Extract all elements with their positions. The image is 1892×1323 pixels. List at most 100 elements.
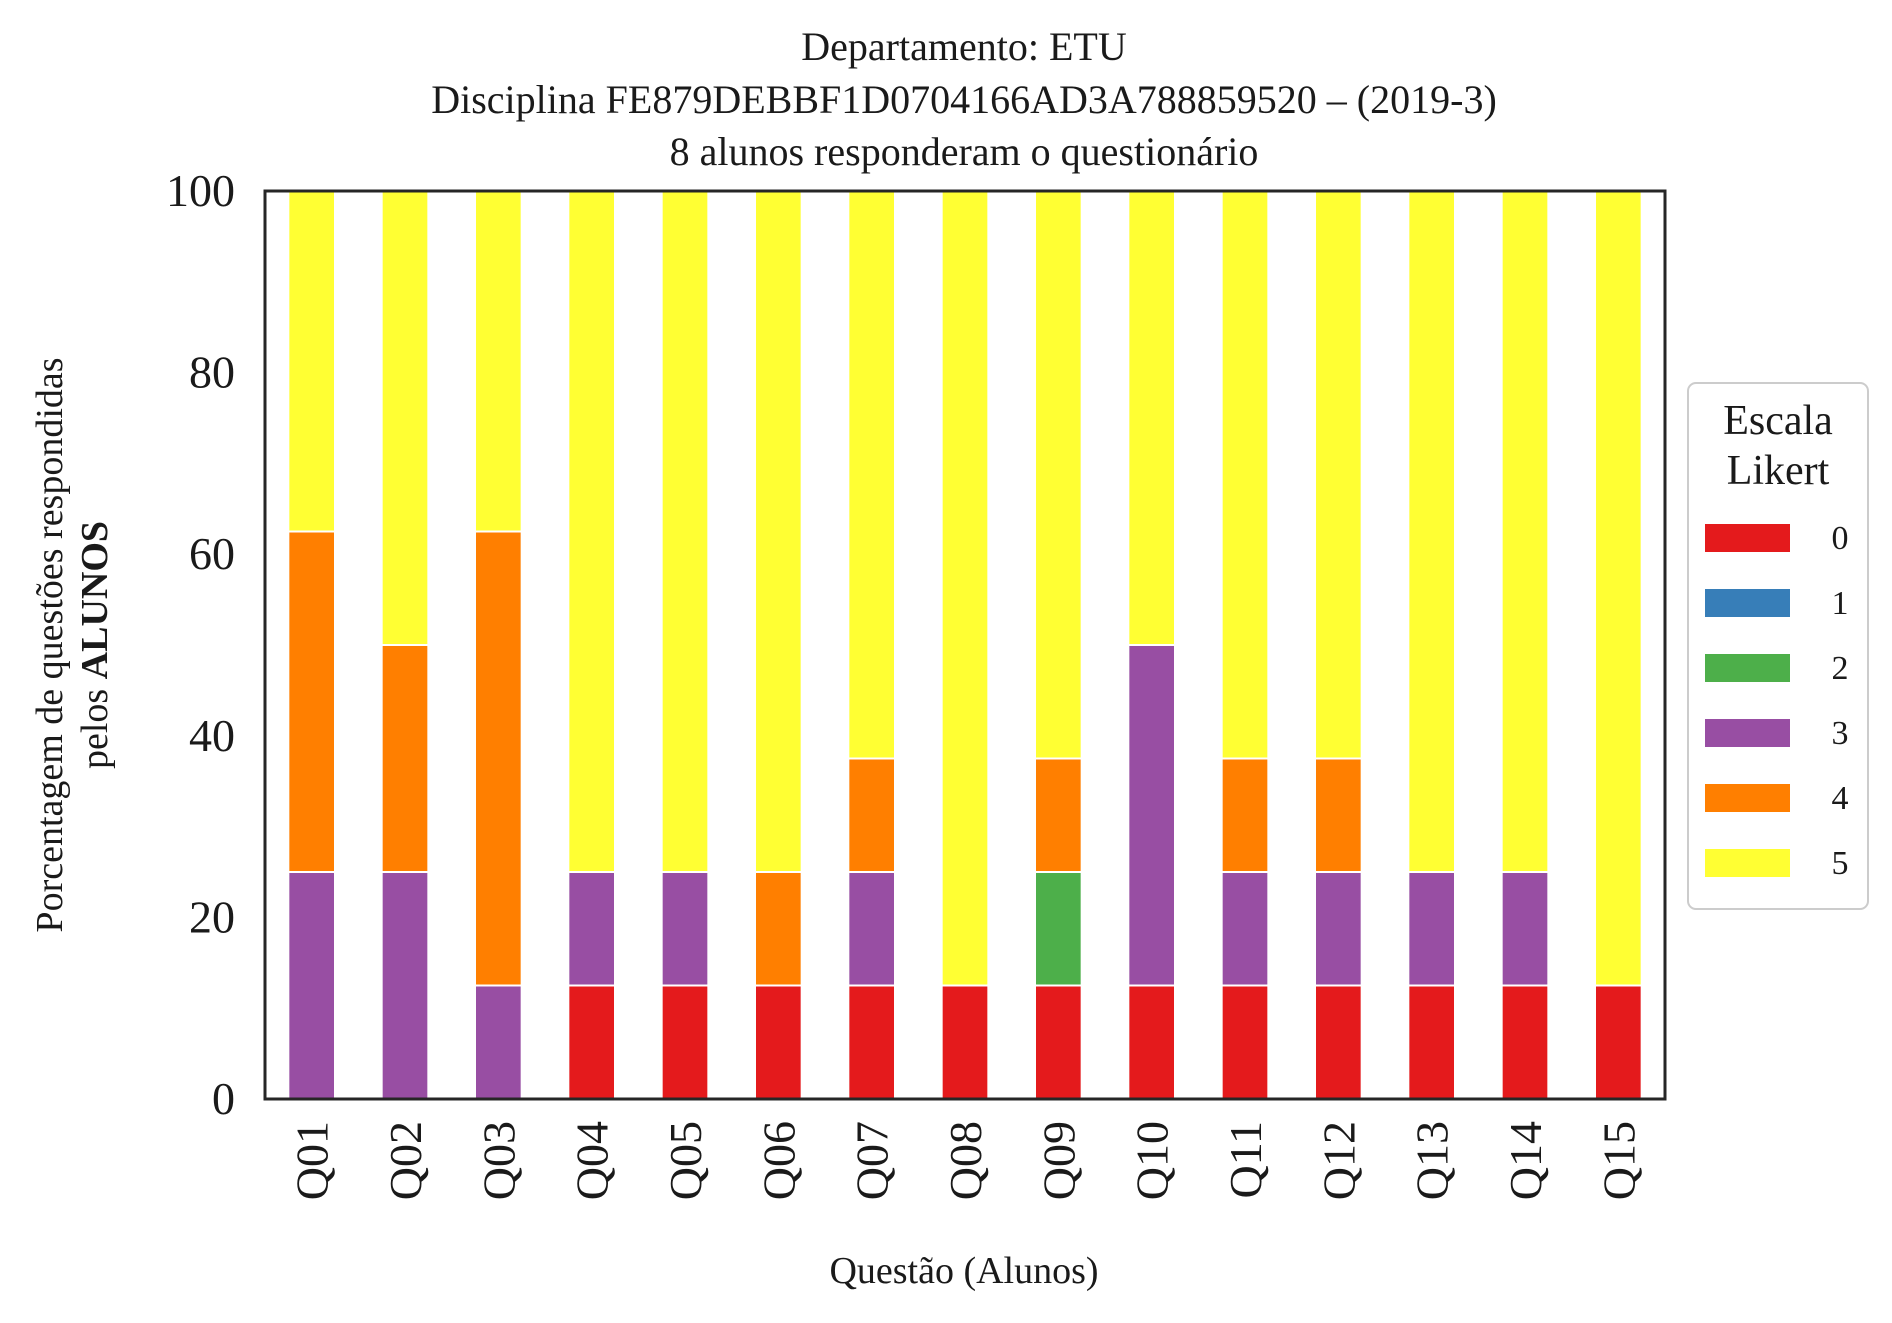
x-tick-label-Q01: Q01 (287, 1121, 338, 1200)
bar-Q05-scale-0 (660, 984, 710, 1100)
y-tick-label-0: 0 (212, 1073, 235, 1124)
bar-Q05-scale-3 (660, 871, 710, 987)
bar-Q03-scale-5 (474, 190, 523, 533)
y-tick-label-40: 40 (189, 710, 235, 761)
bar-Q12-scale-5 (1314, 190, 1363, 760)
bar-Q01-scale-3 (287, 871, 337, 1100)
y-tick-label-20: 20 (189, 891, 235, 942)
bar-Q11-scale-5 (1220, 190, 1270, 760)
y-axis-label-line-2: pelos ALUNOS (74, 521, 116, 769)
bar-Q04-scale-3 (567, 871, 616, 987)
title-line-1: Departamento: ETU (801, 24, 1127, 69)
legend-swatch-0 (1705, 524, 1790, 552)
bar-Q15-scale-0 (1594, 984, 1643, 1100)
x-tick-label-Q03: Q03 (473, 1121, 524, 1200)
legend-swatch-5 (1705, 849, 1790, 877)
bar-Q08-scale-0 (940, 984, 990, 1100)
bar-Q09-scale-5 (1034, 190, 1083, 760)
chart-title: Departamento: ETU Disciplina FE879DEBBF1… (431, 24, 1497, 174)
y-axis-label-bold: ALUNOS (74, 521, 116, 679)
legend-title-line-1: Escala (1723, 398, 1833, 444)
x-tick-label-Q12: Q12 (1313, 1121, 1364, 1200)
bar-Q02-scale-3 (380, 871, 430, 1100)
y-axis-ticks: 0 20 40 60 80 100 (166, 165, 235, 1124)
legend-title-line-2: Likert (1727, 448, 1830, 494)
bar-Q05-scale-5 (660, 190, 710, 873)
bar-Q08-scale-5 (940, 190, 990, 987)
legend: Escala Likert 0 1 2 3 4 5 (1687, 382, 1869, 910)
y-axis-label: Porcentagem de questões respondidas pelo… (29, 357, 116, 932)
legend-label-2: 2 (1832, 650, 1849, 687)
legend-swatch-3 (1705, 719, 1790, 747)
bar-Q07-scale-5 (847, 190, 896, 760)
x-tick-label-Q05: Q05 (660, 1121, 711, 1200)
legend-label-4: 4 (1832, 780, 1849, 817)
bar-Q06-scale-0 (754, 984, 803, 1100)
y-tick-label-100: 100 (166, 165, 235, 216)
legend-label-1: 1 (1832, 585, 1849, 622)
x-tick-label-Q15: Q15 (1593, 1121, 1644, 1200)
x-tick-label-Q04: Q04 (567, 1121, 618, 1200)
legend-swatch-2 (1705, 654, 1790, 682)
bar-Q01-scale-5 (287, 190, 337, 533)
x-tick-label-Q10: Q10 (1127, 1121, 1178, 1200)
x-tick-label-Q02: Q02 (380, 1121, 431, 1200)
bar-Q02-scale-4 (380, 644, 430, 873)
x-tick-label-Q13: Q13 (1407, 1121, 1458, 1200)
legend-label-5: 5 (1832, 845, 1849, 882)
bar-Q07-scale-3 (847, 871, 896, 987)
bar-Q09-scale-2 (1034, 871, 1083, 987)
bar-Q14-scale-3 (1500, 871, 1550, 987)
bar-Q12-scale-0 (1314, 984, 1363, 1100)
bar-Q03-scale-4 (474, 530, 523, 987)
bar-Q15-scale-5 (1594, 190, 1643, 987)
x-tick-label-Q09: Q09 (1033, 1121, 1084, 1200)
bar-Q14-scale-0 (1500, 984, 1550, 1100)
bar-Q09-scale-0 (1034, 984, 1083, 1100)
bar-Q10-scale-5 (1127, 190, 1177, 646)
x-axis-label: Questão (Alunos) (829, 1250, 1098, 1292)
bar-Q14-scale-5 (1500, 190, 1550, 873)
bar-Q11-scale-0 (1220, 984, 1270, 1100)
bar-Q10-scale-3 (1127, 644, 1177, 987)
legend-label-3: 3 (1832, 715, 1849, 752)
bar-Q03-scale-3 (474, 984, 523, 1100)
bar-Q13-scale-5 (1407, 190, 1457, 873)
y-axis-label-prefix: pelos (74, 679, 116, 769)
bar-Q13-scale-0 (1407, 984, 1457, 1100)
bar-Q07-scale-0 (847, 984, 896, 1100)
bar-Q07-scale-4 (847, 757, 896, 873)
bar-Q10-scale-0 (1127, 984, 1177, 1100)
bar-Q01-scale-4 (287, 530, 337, 873)
bar-Q13-scale-3 (1407, 871, 1457, 987)
y-axis-label-line-1: Porcentagem de questões respondidas (29, 357, 71, 932)
bar-Q04-scale-0 (567, 984, 616, 1100)
x-tick-label-Q11: Q11 (1220, 1121, 1271, 1199)
legend-label-0: 0 (1832, 520, 1849, 557)
bar-Q11-scale-3 (1220, 871, 1270, 987)
plot-area-frame (263, 189, 1667, 1101)
x-axis-ticks: Q01 Q02 Q03 Q04 Q05 Q06 Q07 Q08 Q09 Q10 Q11 Q12 Q13 Q… (287, 1121, 1645, 1200)
legend-swatch-1 (1705, 589, 1790, 617)
x-tick-label-Q08: Q08 (940, 1121, 991, 1200)
bar-Q04-scale-5 (567, 190, 616, 873)
bars-layer (287, 190, 1643, 1100)
bar-Q09-scale-4 (1034, 757, 1083, 873)
bar-Q11-scale-4 (1220, 757, 1270, 873)
bar-Q06-scale-4 (754, 871, 803, 987)
bar-Q12-scale-3 (1314, 871, 1363, 987)
bar-Q02-scale-5 (380, 190, 430, 646)
title-line-2: Disciplina FE879DEBBF1D0704166AD3A788859… (431, 77, 1497, 122)
title-line-3: 8 alunos responderam o questionário (670, 129, 1259, 174)
x-tick-label-Q07: Q07 (847, 1121, 898, 1200)
legend-items: 0 1 2 3 4 5 (1705, 520, 1849, 882)
legend-frame (1687, 382, 1869, 910)
y-tick-label-80: 80 (189, 347, 235, 398)
bar-Q12-scale-4 (1314, 757, 1363, 873)
bar-Q06-scale-5 (754, 190, 803, 873)
x-tick-label-Q14: Q14 (1500, 1121, 1551, 1200)
legend-swatch-4 (1705, 784, 1790, 812)
x-tick-label-Q06: Q06 (753, 1121, 804, 1200)
y-tick-label-60: 60 (189, 528, 235, 579)
